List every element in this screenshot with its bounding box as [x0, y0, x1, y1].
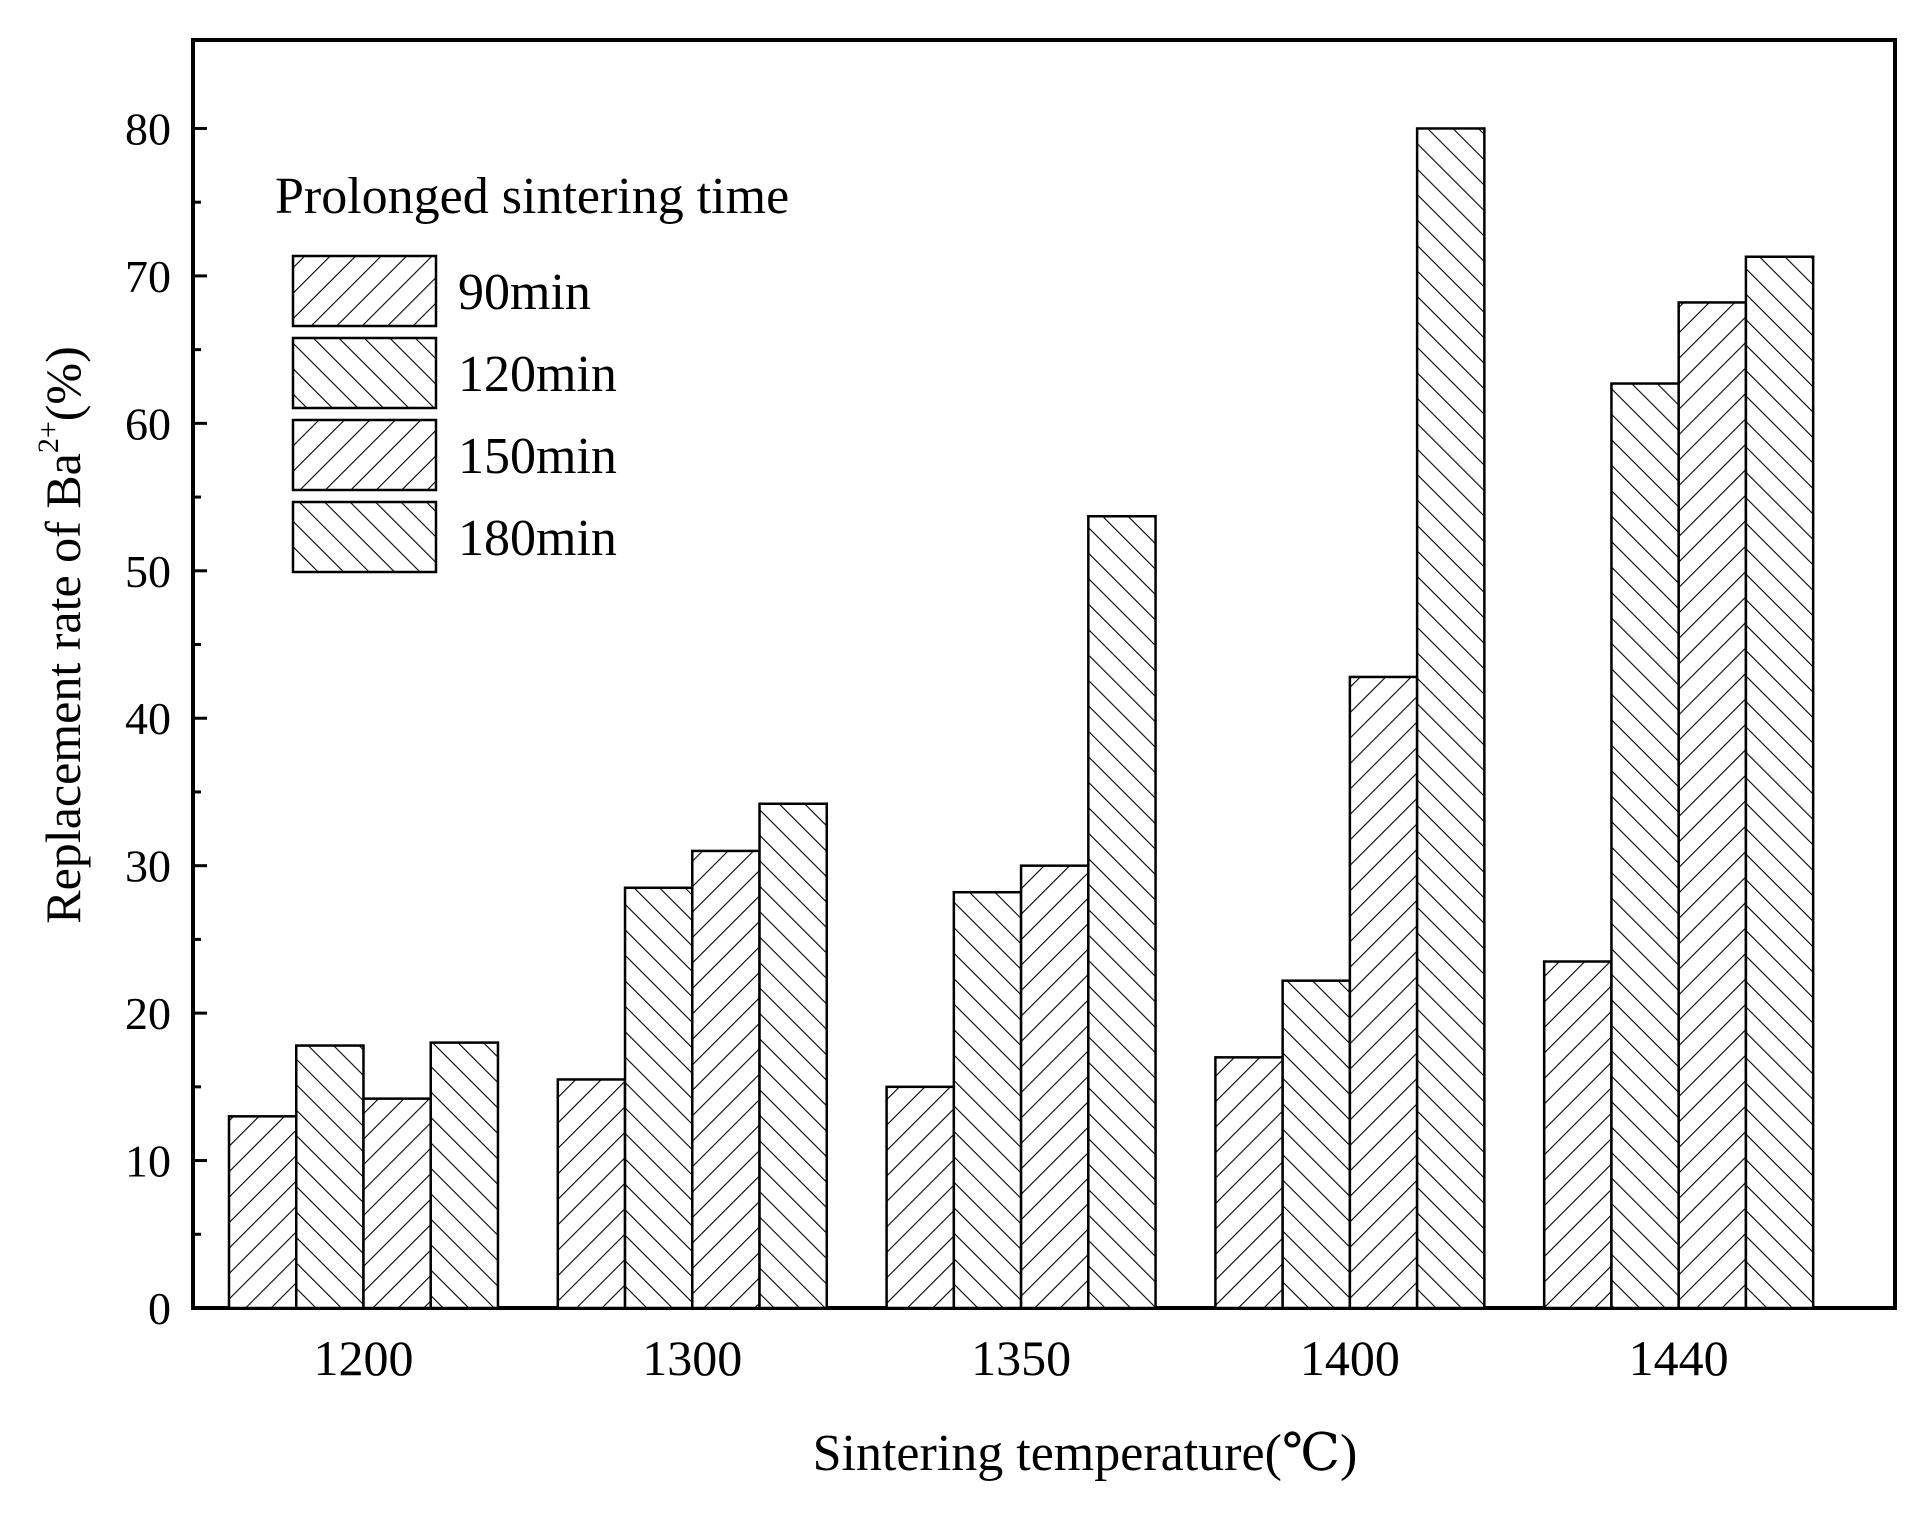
- x-tick-label: 1200: [313, 1330, 413, 1386]
- legend-title: Prolonged sintering time: [275, 168, 789, 225]
- legend: Prolonged sintering time 90min 120min 150m…: [275, 168, 789, 574]
- bar-1200-150min: [362, 1097, 432, 1310]
- y-tick-label: 80: [125, 103, 171, 154]
- bar-1400-120min: [1281, 979, 1352, 1310]
- bar-1350-90min: [885, 1085, 956, 1310]
- legend-label-150min: 150min: [458, 428, 617, 485]
- x-axis-label: Sintering temperature(℃): [813, 1425, 1358, 1482]
- bar-1400-90min: [1214, 1056, 1284, 1310]
- bar-1300-150min: [691, 849, 761, 1310]
- bar-1300-180min: [758, 802, 829, 1310]
- legend-label-180min: 180min: [458, 510, 617, 567]
- y-tick-label: 40: [125, 693, 171, 744]
- x-axis: 1200 1300 1350 1400 1440: [313, 1330, 1728, 1386]
- bar-1400-180min: [1415, 127, 1486, 1310]
- x-tick-label: 1400: [1300, 1330, 1400, 1386]
- legend-label-120min: 120min: [458, 346, 617, 403]
- bars-group: [227, 127, 1815, 1310]
- y-tick-label: 60: [125, 398, 171, 449]
- bar-1200-180min: [429, 1041, 500, 1310]
- y-tick-label: 20: [125, 988, 171, 1039]
- bar-1350-120min: [952, 890, 1023, 1310]
- legend-swatch-90min: [291, 254, 438, 328]
- y-axis-label: Replacement rate of Ba2+(%): [32, 346, 91, 923]
- x-tick-label: 1350: [971, 1330, 1071, 1386]
- x-tick-label: 1300: [642, 1330, 742, 1386]
- bar-1300-120min: [623, 886, 694, 1310]
- bar-1440-120min: [1610, 382, 1680, 1310]
- bar-1350-150min: [1019, 864, 1090, 1310]
- bar-1350-180min: [1087, 514, 1157, 1310]
- bar-1300-90min: [556, 1078, 627, 1310]
- y-tick-label: 0: [148, 1283, 171, 1334]
- bar-1200-90min: [227, 1115, 298, 1310]
- bar-1440-90min: [1542, 960, 1613, 1310]
- bar-1440-180min: [1744, 255, 1815, 1310]
- bar-1200-120min: [294, 1044, 365, 1310]
- bar-1400-150min: [1348, 675, 1419, 1310]
- y-axis: 0 10 20 30 40 50 60 70 80: [125, 103, 207, 1334]
- y-tick-label: 10: [125, 1136, 171, 1187]
- y-tick-label: 70: [125, 251, 171, 302]
- y-tick-label: 50: [125, 546, 171, 597]
- y-tick-label: 30: [125, 841, 171, 892]
- x-tick-label: 1440: [1629, 1330, 1729, 1386]
- bar-1440-150min: [1677, 301, 1748, 1310]
- legend-swatch-180min: [291, 500, 438, 574]
- legend-swatch-120min: [291, 336, 438, 410]
- legend-label-90min: 90min: [458, 264, 591, 321]
- legend-swatch-150min: [291, 418, 438, 492]
